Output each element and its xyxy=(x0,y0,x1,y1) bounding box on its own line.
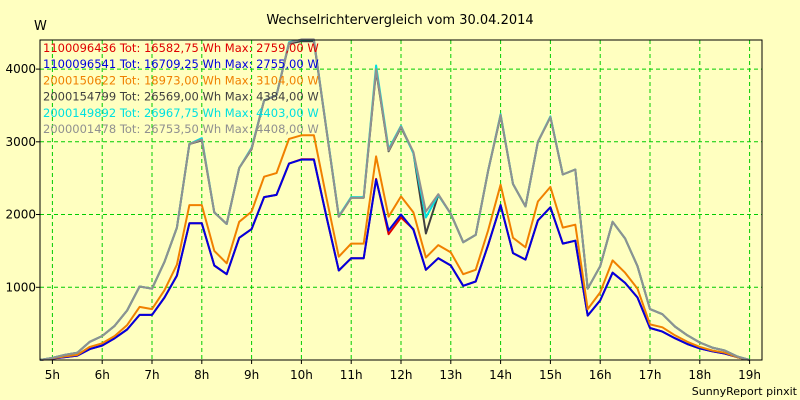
y-axis-label: W xyxy=(34,19,47,34)
y-tick-label: 1000 xyxy=(5,280,36,294)
legend-entry-2000150622: 2000150622 Tot: 18973,00 Wh Max: 3104,00… xyxy=(43,73,319,87)
x-tick-label: 15h xyxy=(539,368,562,382)
series-lines xyxy=(39,38,750,361)
x-tick-label: 18h xyxy=(688,368,711,382)
x-tick-label: 5h xyxy=(45,368,60,382)
y-tick-label: 2000 xyxy=(5,208,36,222)
x-tick-label: 14h xyxy=(489,368,512,382)
x-tick-label: 9h xyxy=(244,368,259,382)
chart-title: Wechselrichtervergleich vom 30.04.2014 xyxy=(266,13,533,28)
x-tick-label: 8h xyxy=(194,368,209,382)
y-axis-ticks: 1000 2000 3000 4000 xyxy=(5,62,40,294)
series-line-1100096541 xyxy=(39,158,750,361)
x-tick-label: 6h xyxy=(95,368,110,382)
x-tick-label: 10h xyxy=(290,368,313,382)
legend-entry-1100096541: 1100096541 Tot: 16709,25 Wh Max: 2755,00… xyxy=(43,57,319,71)
x-tick-label: 17h xyxy=(639,368,662,382)
footer-credit: SunnyReport pinxit xyxy=(692,385,798,398)
series-line-2000001478 xyxy=(39,38,750,361)
legend-entry-2000154799: 2000154799 Tot: 26569,00 Wh Max: 4384,00… xyxy=(43,90,319,104)
x-tick-label: 13h xyxy=(439,368,462,382)
x-tick-label: 7h xyxy=(144,368,159,382)
y-tick-label: 3000 xyxy=(5,135,36,149)
x-tick-label: 16h xyxy=(589,368,612,382)
series-line-2000150622 xyxy=(39,134,750,361)
legend-entry-1100096436: 1100096436 Tot: 16582,75 Wh Max: 2759,00… xyxy=(43,41,319,55)
y-tick-label: 4000 xyxy=(5,62,36,76)
legend: 1100096436 Tot: 16582,75 Wh Max: 2759,00… xyxy=(43,41,319,136)
legend-entry-2000001478: 2000001478 Tot: 26753,50 Wh Max: 4408,00… xyxy=(43,122,319,136)
x-tick-label: 11h xyxy=(340,368,363,382)
x-axis-ticks: 5h 6h 7h 8h 9h 10h 11h 12h 13h 14h 15h 16h 17h 18h 19h xyxy=(45,360,761,382)
x-tick-label: 12h xyxy=(390,368,413,382)
x-tick-label: 19h xyxy=(738,368,761,382)
legend-entry-2000149892: 2000149892 Tot: 26967,75 Wh Max: 4403,00… xyxy=(43,106,319,120)
